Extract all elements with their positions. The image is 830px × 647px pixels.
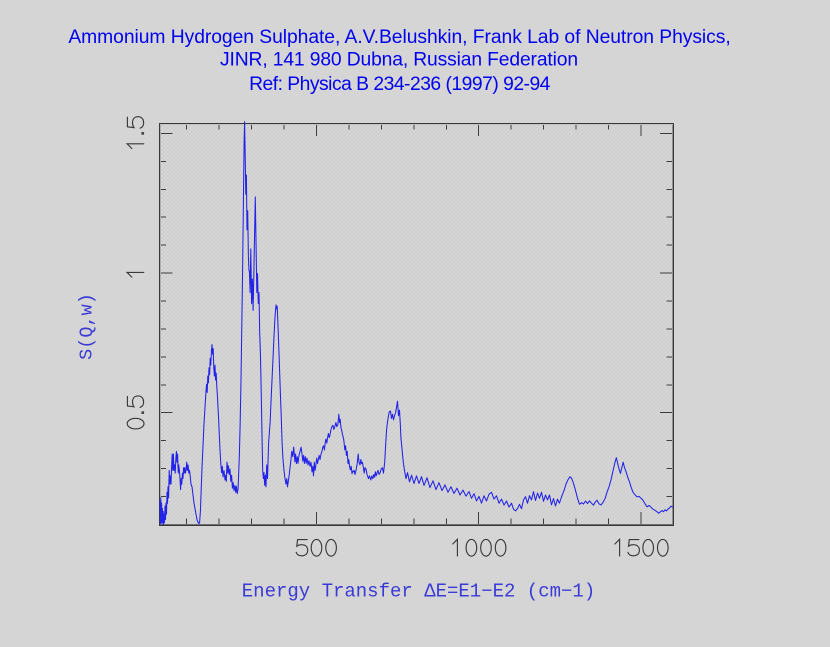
svg-text:Energy Transfer ΔE=E1−E2 (cm−1: Energy Transfer ΔE=E1−E2 (cm−1): [242, 581, 595, 603]
svg-text:JINR, 141 980 Dubna, Russian F: JINR, 141 980 Dubna, Russian Federation: [220, 50, 578, 71]
svg-text:Ammonium Hydrogen Sulphate, A.: Ammonium Hydrogen Sulphate, A.V.Belushki…: [68, 27, 730, 48]
svg-text:S(Q,w): S(Q,w): [77, 293, 98, 360]
svg-text:Ref: Physica B 234-236 (1997): Ref: Physica B 234-236 (1997) 92-94: [249, 74, 551, 95]
